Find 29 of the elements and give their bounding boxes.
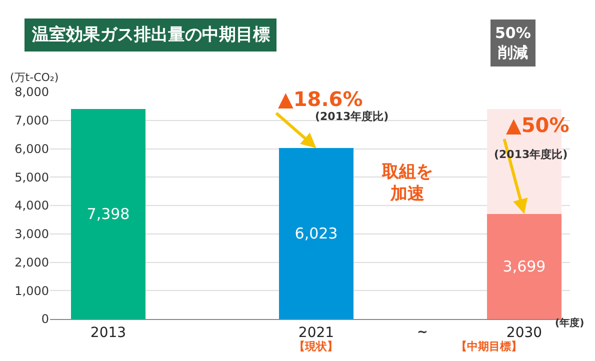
y-tick-label: 4,000 (14, 198, 49, 213)
annotation: ▲18.6% (278, 87, 363, 111)
y-axis-title: (万t-CO₂) (10, 71, 59, 84)
x-tick-label: 2013 (90, 324, 126, 341)
x-tick-label: 2030 (506, 324, 542, 341)
annotation: 取組を加速 (381, 162, 433, 204)
text: 【現状】 (294, 340, 338, 353)
y-tick-label: 7,000 (14, 114, 49, 128)
y-tick-label: 2,000 (14, 255, 49, 270)
data-label: 6,023 (294, 224, 338, 243)
text: 50% 削減 (495, 24, 531, 62)
y-tick-label: 3,000 (14, 227, 49, 242)
x-tick-label: 2021 (298, 324, 334, 341)
y-tick-label: 8,000 (14, 85, 49, 100)
bar (486, 214, 562, 319)
y-tick-label: 1,000 (14, 284, 49, 298)
annotation: ▲50% (506, 113, 570, 137)
y-tick-label: 5,000 (14, 170, 49, 184)
data-label: 7,398 (86, 205, 130, 224)
text: ~ (417, 325, 428, 340)
bar (70, 109, 146, 319)
y-tick-label: 6,000 (14, 142, 49, 156)
annotation: (年度) (555, 317, 584, 329)
annotation: (2013年度比) (315, 110, 389, 123)
bar (278, 148, 354, 319)
chart-title: 温室効果ガス排出量の中期目標 (31, 25, 270, 45)
data-label: 3,699 (502, 258, 546, 276)
text: 【中期目標】 (456, 340, 522, 353)
y-tick-label: 0 (41, 312, 49, 326)
